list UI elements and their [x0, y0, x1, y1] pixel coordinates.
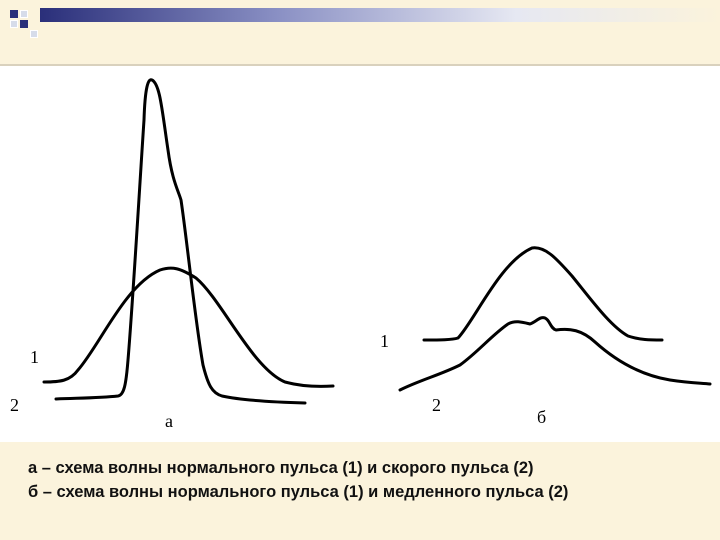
pulse-wave-drawing	[42, 78, 712, 405]
decor-square	[10, 20, 18, 28]
title-bar-gradient	[40, 8, 720, 22]
decor-square	[20, 10, 28, 18]
decor-square	[30, 30, 38, 38]
caption-line-a: а – схема волны нормального пульса (1) и…	[28, 459, 534, 477]
title-decoration	[0, 0, 60, 40]
panel-b-label: б	[537, 407, 547, 427]
panel-a-curve-label-2: 2	[10, 395, 19, 415]
caption-line-b: б – схема волны нормального пульса (1) и…	[28, 483, 569, 501]
panel-a-label: а	[165, 411, 173, 431]
panel-b-curve-label-1: 1	[380, 331, 389, 351]
figure-caption: а – схема волны нормального пульса (1) и…	[28, 456, 708, 504]
panel-b-curve-label-2: 2	[432, 395, 441, 415]
decor-square	[20, 20, 28, 28]
decor-square	[10, 10, 18, 18]
panel-b-slow-pulse-curve	[398, 316, 712, 392]
panel-a-normal-pulse-curve	[42, 266, 335, 388]
pulse-wave-figure: 1 2 а 1 2 б	[0, 66, 720, 442]
divider	[0, 64, 720, 66]
panel-a-quick-pulse-curve	[54, 78, 307, 405]
panel-b-normal-pulse-curve	[422, 246, 664, 342]
panel-a-curve-label-1: 1	[30, 347, 39, 367]
